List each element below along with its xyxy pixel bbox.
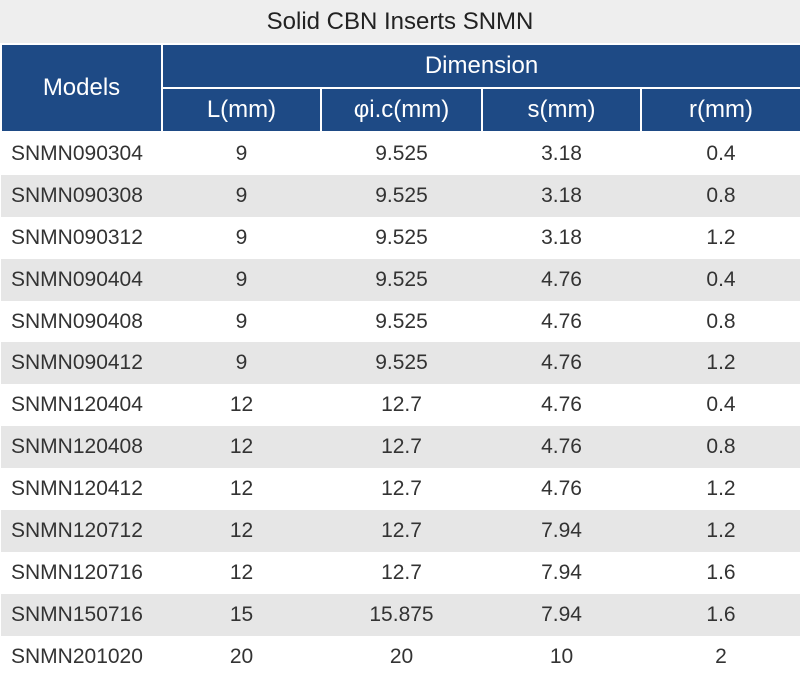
cell-r: 2 — [641, 635, 800, 678]
cell-r: 0.8 — [641, 174, 800, 217]
table-row: SNMN120408 12 12.7 4.76 0.8 — [1, 426, 800, 469]
cell-l: 9 — [162, 216, 321, 259]
cell-model: SNMN120408 — [1, 426, 162, 469]
cell-s: 10 — [482, 635, 641, 678]
cell-model: SNMN120404 — [1, 384, 162, 427]
cell-r: 1.6 — [641, 593, 800, 636]
table-title: Solid CBN Inserts SNMN — [0, 0, 800, 43]
cell-s: 4.76 — [482, 258, 641, 301]
cell-l: 9 — [162, 258, 321, 301]
cell-model: SNMN090304 — [1, 132, 162, 175]
cell-s: 7.94 — [482, 551, 641, 594]
cell-r: 1.2 — [641, 342, 800, 385]
cell-ic: 12.7 — [321, 551, 482, 594]
cell-model: SNMN090412 — [1, 342, 162, 385]
spec-table: Models Dimension L(mm) φi.c(mm) s(mm) r(… — [0, 43, 800, 678]
cell-l: 9 — [162, 174, 321, 217]
table-body: SNMN090304 9 9.525 3.18 0.4 SNMN090308 9 9.525… — [1, 132, 800, 678]
header-l: L(mm) — [161, 87, 322, 133]
cell-s: 4.76 — [482, 384, 641, 427]
table-header: Models Dimension L(mm) φi.c(mm) s(mm) r(… — [0, 43, 800, 133]
cell-l: 9 — [162, 342, 321, 385]
cell-model: SNMN090308 — [1, 174, 162, 217]
cell-s: 4.76 — [482, 468, 641, 511]
cell-l: 20 — [162, 635, 321, 678]
cell-ic: 12.7 — [321, 426, 482, 469]
table-row: SNMN090404 9 9.525 4.76 0.4 — [1, 258, 800, 301]
cell-r: 0.8 — [641, 426, 800, 469]
cell-model: SNMN090408 — [1, 300, 162, 343]
cell-model: SNMN201020 — [1, 635, 162, 678]
cell-l: 12 — [162, 551, 321, 594]
cell-r: 0.4 — [641, 132, 800, 175]
table-row: SNMN150716 15 15.875 7.94 1.6 — [1, 593, 800, 636]
cell-r: 1.2 — [641, 216, 800, 259]
cell-model: SNMN120412 — [1, 468, 162, 511]
cell-ic: 9.525 — [321, 342, 482, 385]
cell-ic: 12.7 — [321, 384, 482, 427]
table-row: SNMN120404 12 12.7 4.76 0.4 — [1, 384, 800, 427]
cell-s: 3.18 — [482, 216, 641, 259]
table-row: SNMN120716 12 12.7 7.94 1.6 — [1, 551, 800, 594]
table-row: SNMN120412 12 12.7 4.76 1.2 — [1, 468, 800, 511]
cell-l: 12 — [162, 468, 321, 511]
cell-ic: 9.525 — [321, 258, 482, 301]
cell-s: 3.18 — [482, 132, 641, 175]
cell-r: 1.2 — [641, 510, 800, 552]
cell-s: 7.94 — [482, 593, 641, 636]
cell-ic: 9.525 — [321, 216, 482, 259]
header-ic: φi.c(mm) — [320, 87, 483, 133]
table-row: SNMN090304 9 9.525 3.18 0.4 — [1, 132, 800, 175]
table-row: SNMN090412 9 9.525 4.76 1.2 — [1, 342, 800, 385]
cell-s: 4.76 — [482, 342, 641, 385]
table-row: SNMN090408 9 9.525 4.76 0.8 — [1, 300, 800, 343]
header-models: Models — [0, 43, 163, 133]
cell-r: 1.6 — [641, 551, 800, 594]
cell-r: 0.8 — [641, 300, 800, 343]
cell-l: 15 — [162, 593, 321, 636]
cell-r: 1.2 — [641, 468, 800, 511]
cell-ic: 9.525 — [321, 174, 482, 217]
cell-s: 3.18 — [482, 174, 641, 217]
cell-model: SNMN090312 — [1, 216, 162, 259]
cell-ic: 20 — [321, 635, 482, 678]
cell-model: SNMN150716 — [1, 593, 162, 636]
cell-l: 12 — [162, 384, 321, 427]
header-r: r(mm) — [639, 87, 800, 133]
cell-model: SNMN120712 — [1, 510, 162, 552]
cell-ic: 9.525 — [321, 300, 482, 343]
cell-ic: 15.875 — [321, 593, 482, 636]
cell-l: 9 — [162, 132, 321, 175]
cell-s: 7.94 — [482, 510, 641, 552]
cell-ic: 9.525 — [321, 132, 482, 175]
header-dimension: Dimension — [160, 43, 800, 89]
cell-l: 9 — [162, 300, 321, 343]
cell-s: 4.76 — [482, 300, 641, 343]
table-row: SNMN120712 12 12.7 7.94 1.2 — [1, 510, 800, 552]
cell-s: 4.76 — [482, 426, 641, 469]
cell-model: SNMN090404 — [1, 258, 162, 301]
table-row: SNMN090312 9 9.525 3.18 1.2 — [1, 216, 800, 259]
header-s: s(mm) — [481, 87, 642, 133]
cell-ic: 12.7 — [321, 468, 482, 511]
cell-l: 12 — [162, 510, 321, 552]
table-row: SNMN090308 9 9.525 3.18 0.8 — [1, 174, 800, 217]
cell-l: 12 — [162, 426, 321, 469]
table-row: SNMN201020 20 20 10 2 — [1, 635, 800, 678]
cell-r: 0.4 — [641, 384, 800, 427]
cell-r: 0.4 — [641, 258, 800, 301]
cell-ic: 12.7 — [321, 510, 482, 552]
cell-model: SNMN120716 — [1, 551, 162, 594]
